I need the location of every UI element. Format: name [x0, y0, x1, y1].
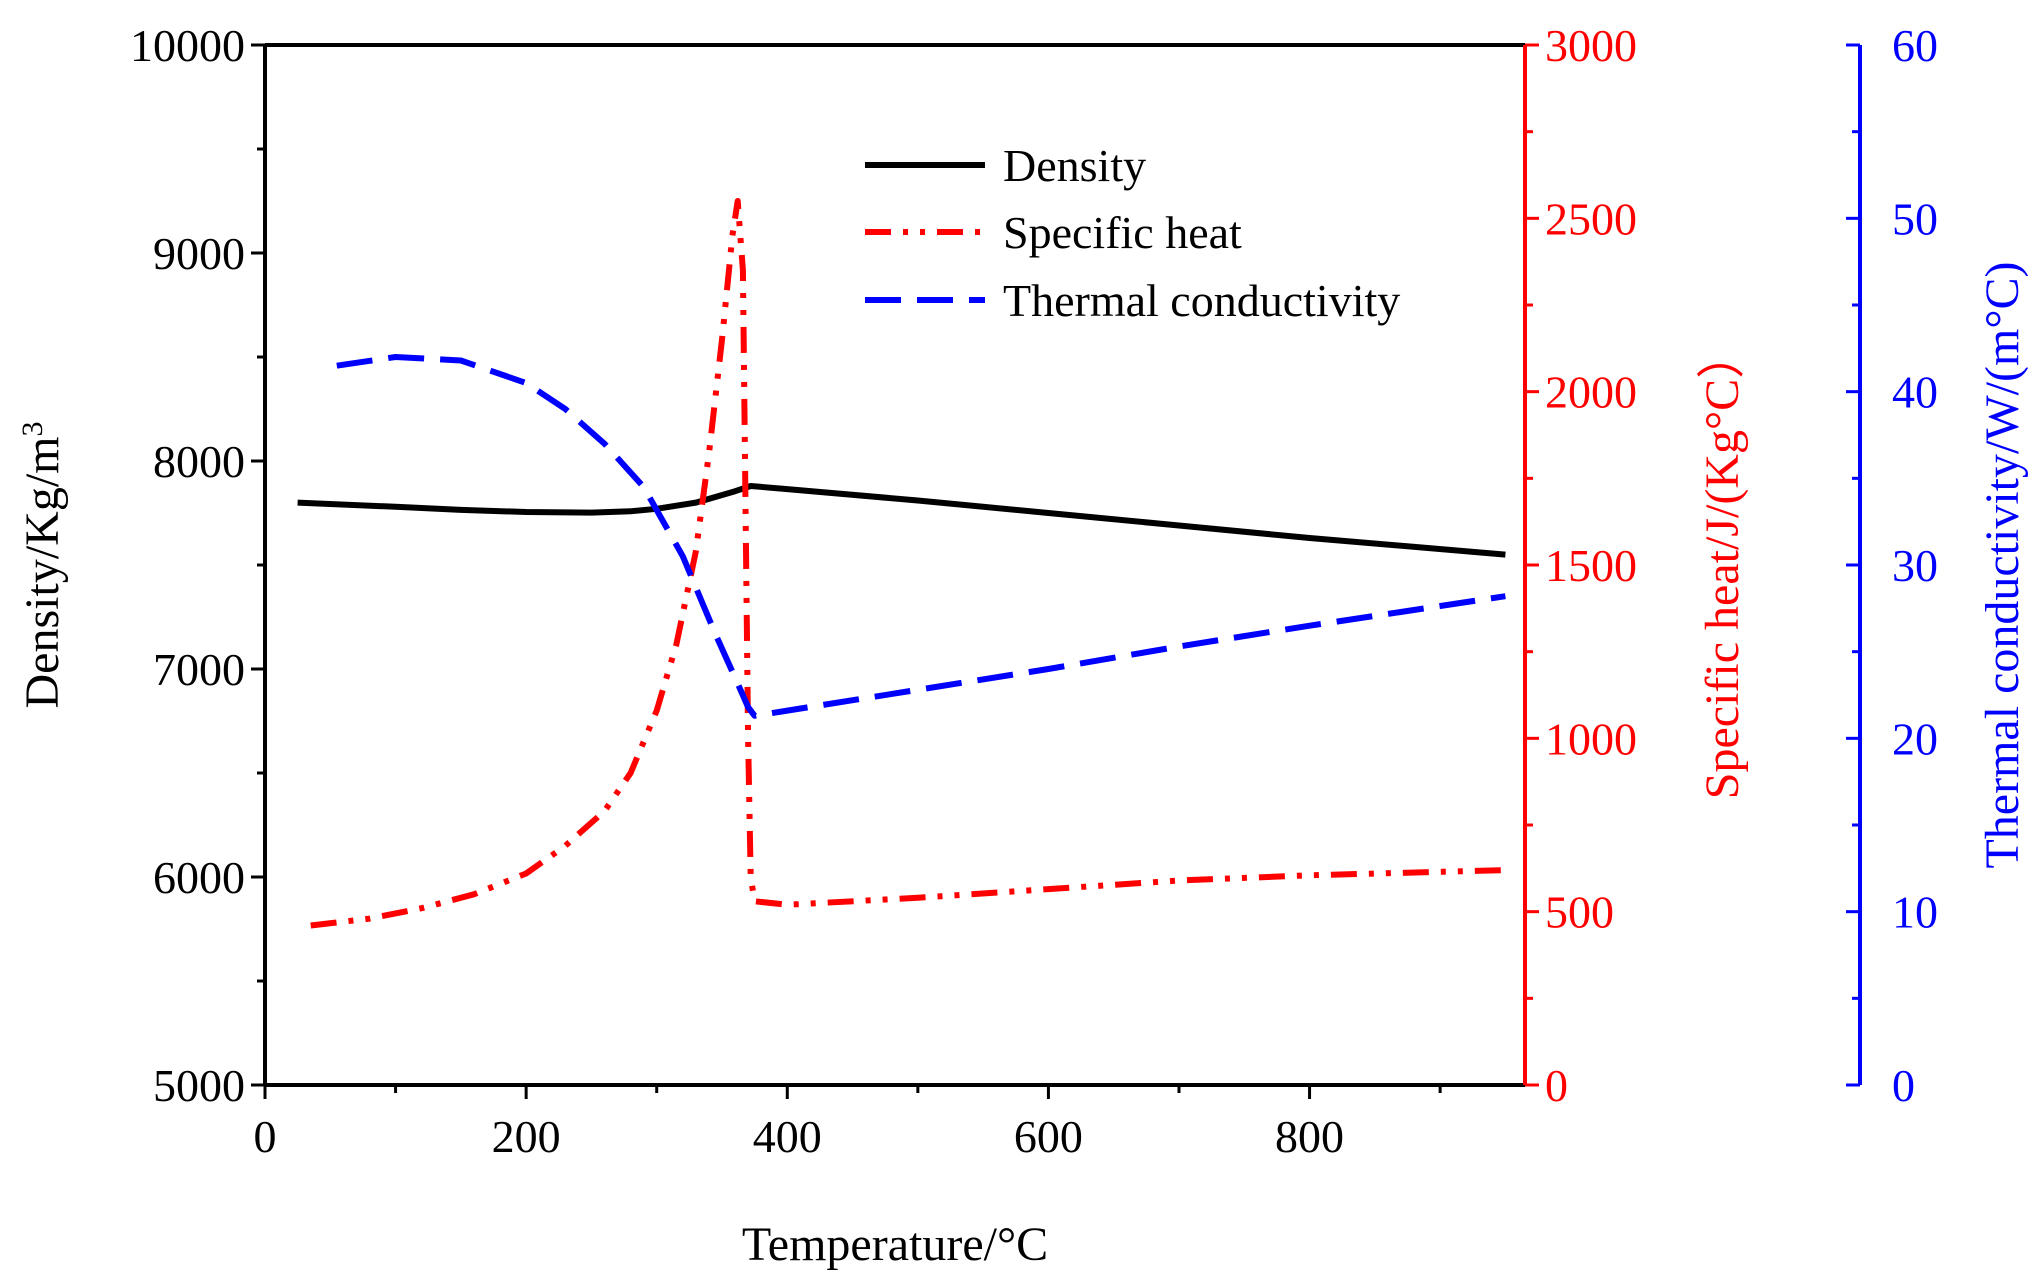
- left-tick-label: 6000: [153, 852, 245, 903]
- x-tick-label: 0: [254, 1111, 277, 1162]
- series-line-density: [297, 483, 1506, 558]
- left-tick-label: 10000: [130, 20, 245, 71]
- right2-tick-label: 20: [1892, 713, 1938, 764]
- right2-tick-label: 0: [1892, 1060, 1915, 1111]
- right1-tick-label: 2500: [1545, 193, 1637, 244]
- x-tick-label: 400: [753, 1111, 822, 1162]
- x-tick-label: 800: [1275, 1111, 1344, 1162]
- left-axis-title-superscript: 3: [16, 422, 49, 437]
- right1-tick-label: 500: [1545, 887, 1614, 938]
- legend-label-specific-heat: Specific heat: [1003, 207, 1242, 258]
- series-line-thermal-conductivity: [336, 354, 1506, 719]
- left-axis-title: Density/Kg/m3: [16, 422, 70, 709]
- left-tick-label: 7000: [153, 644, 245, 695]
- right2-tick-label: 30: [1892, 540, 1938, 591]
- series-line-specific-heat: [310, 198, 1506, 929]
- axes-layer: 0 200 400 600 800Temperature/°C5000600070008…: [16, 20, 2030, 1271]
- right2-tick-label: 60: [1892, 20, 1938, 71]
- right2-tick-label: 10: [1892, 887, 1938, 938]
- right2-axis-title: Thermal conductivity/W/(m°C): [1976, 261, 2029, 868]
- right2-tick-label: 40: [1892, 367, 1938, 418]
- right1-tick-label: 0: [1545, 1060, 1568, 1111]
- x-tick-label: 600: [1014, 1111, 1083, 1162]
- legend: Density Specific heat Thermal conductivity: [865, 140, 1400, 326]
- x-axis-title: Temperature/°C: [742, 1218, 1048, 1271]
- right1-tick-label: 3000: [1545, 20, 1637, 71]
- left-tick-label: 9000: [153, 228, 245, 279]
- x-tick-label: 200: [492, 1111, 561, 1162]
- right1-tick-label: 1500: [1545, 540, 1637, 591]
- right1-tick-label: 1000: [1545, 713, 1637, 764]
- legend-label-density: Density: [1003, 140, 1146, 191]
- right2-tick-label: 50: [1892, 193, 1938, 244]
- series-layer: [297, 198, 1506, 929]
- right1-axis-title: Specific heat/J/(Kg°C）: [1696, 331, 1749, 799]
- right1-tick-label: 2000: [1545, 367, 1637, 418]
- left-tick-label: 8000: [153, 436, 245, 487]
- legend-label-thermal-conductivity: Thermal conductivity: [1003, 275, 1400, 326]
- left-tick-label: 5000: [153, 1060, 245, 1111]
